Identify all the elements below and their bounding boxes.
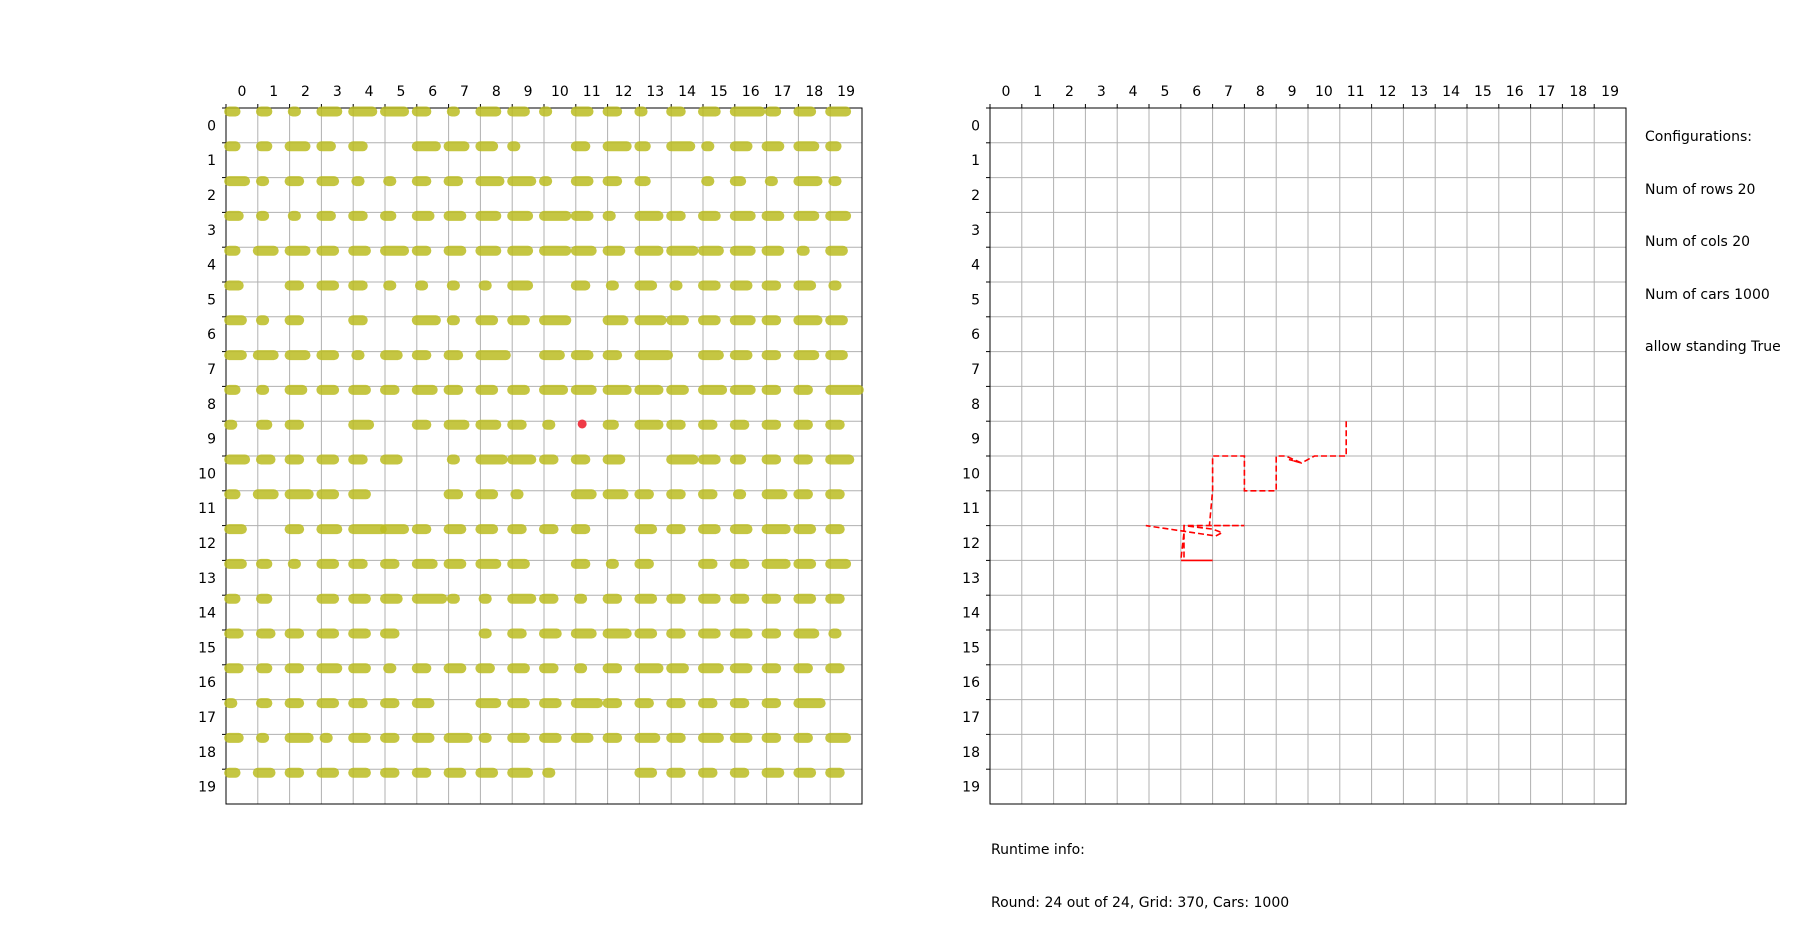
y-tick-label: 8	[207, 397, 216, 413]
x-tick-label: 3	[333, 84, 342, 100]
runtime-info-panel: Runtime info: Round: 24 out of 24, Grid:…	[991, 807, 1289, 930]
x-tick-label: 19	[837, 84, 855, 100]
y-tick-label: 5	[207, 292, 216, 308]
configurations-panel: Configurations: Num of rows 20 Num of co…	[1645, 94, 1781, 374]
y-tick-label: 3	[207, 223, 216, 239]
x-tick-label: 15	[710, 84, 728, 100]
y-tick-label: 19	[962, 780, 980, 796]
x-tick-label: 19	[1601, 84, 1619, 100]
y-tick-label: 7	[971, 362, 980, 378]
y-tick-label: 10	[962, 466, 980, 482]
x-tick-label: 10	[551, 84, 569, 100]
y-tick-label: 13	[198, 571, 216, 587]
x-tick-label: 5	[396, 84, 405, 100]
x-tick-label: 0	[237, 84, 246, 100]
y-tick-label: 17	[962, 710, 980, 726]
y-tick-label: 9	[971, 432, 980, 448]
x-tick-label: 0	[1001, 84, 1010, 100]
runtime-title: Runtime info:	[991, 842, 1085, 858]
runtime-status: Round: 24 out of 24, Grid: 370, Cars: 10…	[991, 894, 1290, 911]
x-tick-label: 9	[524, 84, 533, 100]
y-tick-label: 16	[198, 675, 216, 691]
y-tick-label: 12	[198, 536, 216, 552]
y-tick-label: 1	[207, 153, 216, 169]
config-rows: Num of rows 20	[1645, 181, 1756, 198]
y-tick-label: 1	[971, 153, 980, 169]
highlighted-car-marker	[577, 419, 587, 429]
x-tick-label: 6	[1192, 84, 1201, 100]
simulation-figure: 0 1 2 3 4 5 6 7 8 9 10 11 12 13 14 15 16 17 18 190123456789…	[198, 84, 1627, 805]
y-tick-label: 5	[971, 292, 980, 308]
x-tick-label: 8	[1256, 84, 1265, 100]
y-tick-label: 0	[971, 118, 980, 134]
car-positions-grid: 0 1 2 3 4 5 6 7 8 9 10 11 12 13 14 15 16 17 18 190123456789…	[198, 84, 864, 805]
x-tick-label: 4	[365, 84, 374, 100]
x-tick-label: 1	[269, 84, 278, 100]
x-tick-label: 12	[615, 84, 633, 100]
configurations-title: Configurations:	[1645, 129, 1752, 145]
car-path-grid: 0 1 2 3 4 5 6 7 8 9 10 11 12 13 14 15 16 17 18 190123456789…	[962, 84, 1627, 805]
x-tick-label: 14	[678, 84, 696, 100]
y-tick-label: 10	[198, 466, 216, 482]
y-tick-label: 18	[962, 745, 980, 761]
y-tick-label: 19	[198, 780, 216, 796]
x-tick-label: 18	[805, 84, 823, 100]
y-tick-label: 14	[962, 606, 980, 622]
x-tick-label: 18	[1569, 84, 1587, 100]
y-tick-label: 6	[971, 327, 980, 343]
x-tick-label: 6	[428, 84, 437, 100]
x-tick-label: 2	[301, 84, 310, 100]
y-tick-label: 14	[198, 606, 216, 622]
x-tick-label: 16	[1506, 84, 1524, 100]
x-tick-label: 15	[1474, 84, 1492, 100]
y-tick-label: 3	[971, 223, 980, 239]
x-tick-label: 8	[492, 84, 501, 100]
x-tick-label: 3	[1097, 84, 1106, 100]
y-tick-label: 9	[207, 432, 216, 448]
x-tick-label: 2	[1065, 84, 1074, 100]
y-tick-label: 0	[207, 118, 216, 134]
x-tick-label: 17	[1538, 84, 1556, 100]
y-tick-label: 16	[962, 675, 980, 691]
x-tick-label: 11	[1347, 84, 1365, 100]
car-path-line	[1145, 421, 1347, 562]
x-tick-label: 16	[742, 84, 760, 100]
x-tick-label: 12	[1379, 84, 1397, 100]
x-tick-label: 13	[1410, 84, 1428, 100]
y-tick-label: 8	[971, 397, 980, 413]
x-tick-label: 5	[1160, 84, 1169, 100]
x-tick-label: 14	[1442, 84, 1460, 100]
y-tick-label: 4	[207, 258, 216, 274]
y-tick-label: 2	[971, 188, 980, 204]
x-tick-label: 7	[460, 84, 469, 100]
y-tick-label: 15	[962, 640, 980, 656]
x-tick-label: 17	[774, 84, 792, 100]
y-tick-label: 7	[207, 362, 216, 378]
x-tick-label: 10	[1315, 84, 1333, 100]
config-cols: Num of cols 20	[1645, 234, 1751, 250]
y-tick-label: 2	[207, 188, 216, 204]
y-tick-label: 4	[971, 258, 980, 274]
config-standing: allow standing True	[1645, 339, 1781, 355]
x-tick-label: 4	[1129, 84, 1138, 100]
y-tick-label: 11	[962, 501, 980, 517]
x-tick-label: 11	[583, 84, 601, 100]
y-tick-label: 15	[198, 640, 216, 656]
y-tick-label: 17	[198, 710, 216, 726]
y-tick-label: 11	[198, 501, 216, 517]
x-tick-label: 1	[1033, 84, 1042, 100]
y-tick-label: 12	[962, 536, 980, 552]
x-tick-label: 9	[1288, 84, 1297, 100]
y-tick-label: 18	[198, 745, 216, 761]
x-tick-label: 7	[1224, 84, 1233, 100]
y-tick-label: 13	[962, 571, 980, 587]
x-tick-label: 13	[646, 84, 664, 100]
config-cars: Num of cars 1000	[1645, 286, 1770, 303]
y-tick-label: 6	[207, 327, 216, 343]
